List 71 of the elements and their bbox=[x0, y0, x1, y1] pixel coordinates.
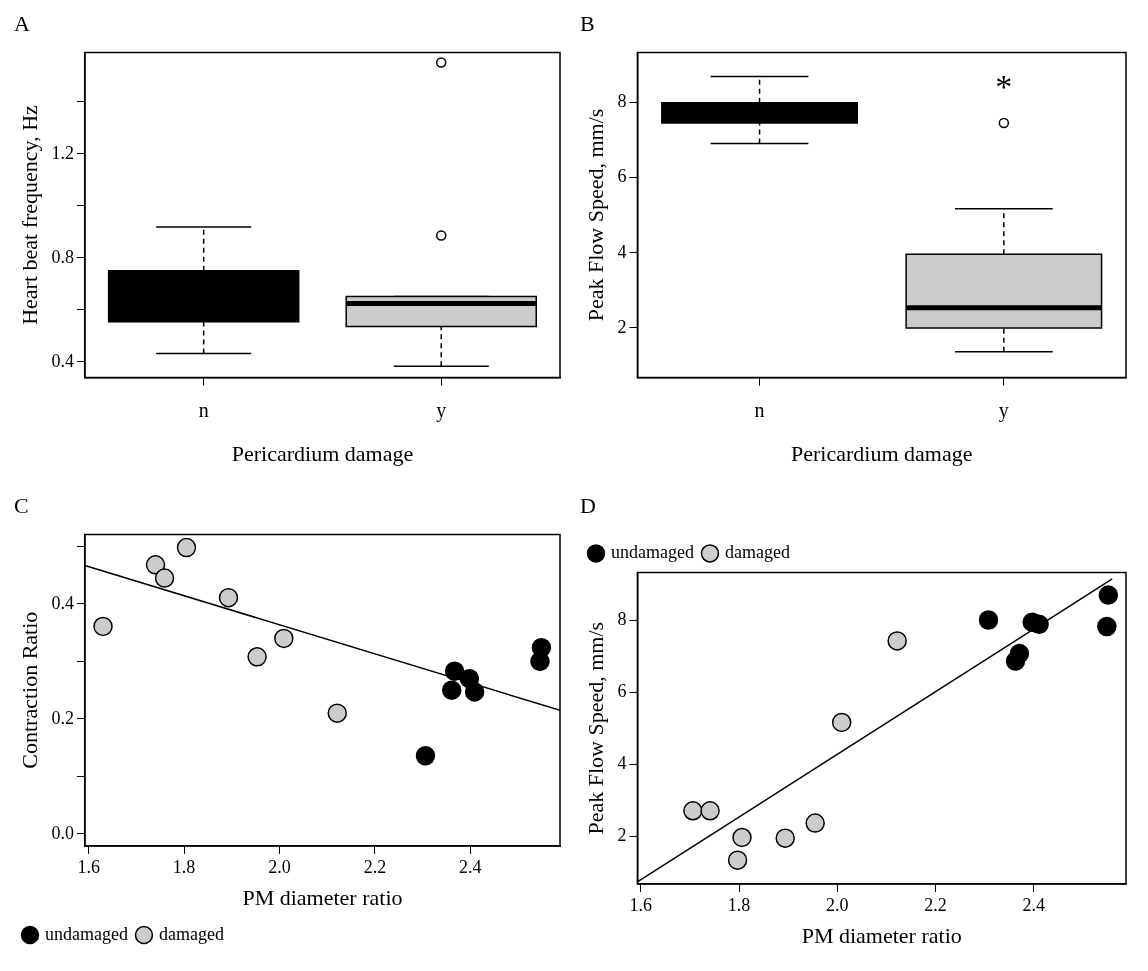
x-tick-label: 1.8 bbox=[172, 856, 196, 877]
chart-title: A bbox=[14, 10, 30, 36]
chart-title: B bbox=[580, 10, 595, 36]
point bbox=[887, 631, 907, 651]
point bbox=[93, 616, 113, 637]
x-axis-title: Pericardium damage bbox=[790, 440, 973, 466]
point bbox=[145, 555, 166, 575]
y-axis-title: Heart beat frequency, Hz bbox=[16, 104, 42, 325]
point bbox=[978, 610, 999, 630]
point bbox=[441, 680, 462, 700]
point bbox=[444, 661, 465, 681]
point bbox=[727, 850, 748, 870]
point bbox=[154, 568, 175, 588]
point bbox=[683, 801, 703, 821]
point bbox=[1005, 651, 1026, 671]
y-tick-label: 0.4 bbox=[51, 592, 74, 613]
y-tick-label: 0.2 bbox=[51, 707, 74, 728]
x-tick-label: n bbox=[754, 398, 765, 421]
x-tick-label: 2.0 bbox=[268, 856, 291, 877]
point bbox=[1098, 585, 1119, 605]
y-tick-label: 4 bbox=[617, 753, 627, 774]
point bbox=[805, 813, 825, 833]
y-tick-label: 6 bbox=[617, 681, 627, 702]
point bbox=[327, 703, 347, 723]
point bbox=[775, 828, 795, 848]
point bbox=[176, 537, 197, 558]
y-tick-label: 2 bbox=[617, 316, 627, 337]
point bbox=[415, 745, 436, 766]
legend-label: undamaged bbox=[45, 923, 128, 944]
x-tick-label: 2.4 bbox=[459, 856, 482, 877]
x-tick-label: 1.6 bbox=[629, 894, 653, 915]
y-tick-label: 2 bbox=[617, 825, 627, 846]
y-tick-label: 4 bbox=[617, 241, 627, 262]
y-axis-title: Peak Flow Speed, mm/s bbox=[582, 108, 608, 322]
point bbox=[1029, 614, 1049, 635]
x-tick-label: 1.8 bbox=[727, 894, 751, 915]
x-axis-title: PM diameter ratio bbox=[242, 884, 403, 910]
chart-title: D bbox=[580, 492, 596, 518]
y-axis-title: Contraction Ratio bbox=[16, 611, 42, 769]
x-axis-title: Pericardium damage bbox=[231, 440, 414, 466]
x-tick-label: y bbox=[998, 398, 1009, 422]
x-tick-label: 1.6 bbox=[77, 856, 100, 877]
y-tick-label: 0.4 bbox=[51, 350, 74, 371]
point bbox=[218, 587, 239, 608]
x-tick-label: 2.2 bbox=[363, 856, 387, 877]
chart-title: C bbox=[14, 492, 29, 518]
point bbox=[831, 712, 852, 733]
point bbox=[530, 651, 550, 672]
point bbox=[274, 628, 294, 649]
x-tick-label: 2.0 bbox=[826, 894, 849, 915]
x-tick-label: y bbox=[436, 398, 447, 422]
x-tick-label: 2.2 bbox=[924, 894, 947, 915]
x-tick-label: n bbox=[198, 398, 209, 421]
x-axis-title: PM diameter ratio bbox=[801, 922, 962, 948]
y-tick-label: 1.2 bbox=[51, 142, 74, 163]
legend-label: undamaged bbox=[611, 542, 694, 563]
legend-label: damaged bbox=[724, 542, 790, 563]
legend-label: damaged bbox=[158, 923, 224, 944]
y-tick-label: 8 bbox=[617, 91, 627, 112]
point bbox=[732, 827, 752, 848]
y-tick-label: 8 bbox=[617, 609, 627, 630]
point bbox=[247, 647, 267, 667]
y-axis-title: Peak Flow Speed, mm/s bbox=[582, 621, 608, 835]
y-tick-label: 6 bbox=[617, 166, 627, 187]
y-tick-label: 0.0 bbox=[51, 822, 74, 843]
annotation: * bbox=[995, 68, 1013, 106]
x-tick-label: 2.4 bbox=[1022, 894, 1045, 915]
point bbox=[700, 801, 720, 821]
point bbox=[464, 682, 485, 702]
y-tick-label: 0.8 bbox=[51, 246, 74, 267]
point bbox=[1097, 616, 1117, 637]
